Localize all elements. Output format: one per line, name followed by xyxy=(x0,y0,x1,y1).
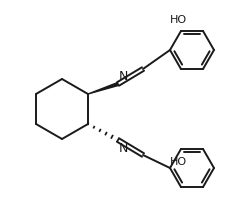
Text: HO: HO xyxy=(170,157,186,167)
Text: N: N xyxy=(119,142,128,155)
Text: N: N xyxy=(119,70,128,83)
Polygon shape xyxy=(88,83,118,94)
Text: HO: HO xyxy=(170,15,186,25)
